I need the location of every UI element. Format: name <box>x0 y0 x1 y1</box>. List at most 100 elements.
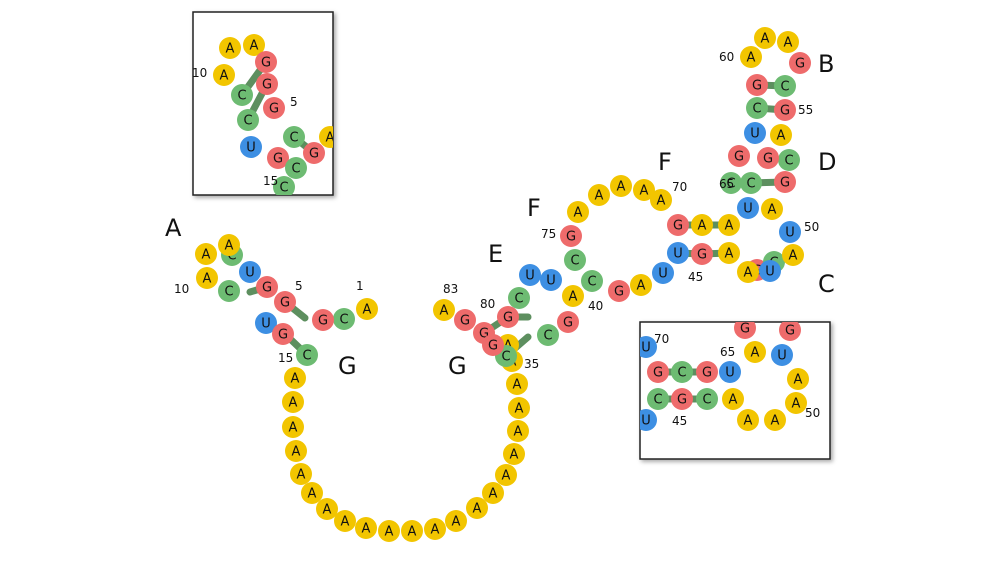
inset-left-nt-1-circle <box>243 34 265 56</box>
nt-hp-19-letter: A <box>789 249 798 264</box>
nt-hp-18-circle <box>779 221 801 243</box>
nt-5p-7-circle <box>196 267 218 289</box>
inset-right-nt-1-letter: G <box>653 366 663 381</box>
nt-polyA-5-circle <box>301 482 323 504</box>
nt-5p-8-circle <box>195 243 217 265</box>
inset-right-nt-0-letter: U <box>641 341 651 356</box>
inset-right-nt-6-circle <box>671 388 693 410</box>
nt-3p-2-circle <box>454 309 476 331</box>
pos-label-40: 40 <box>588 299 603 313</box>
nt-up-7: U <box>652 262 674 284</box>
nt-up-12-circle <box>667 214 689 236</box>
nt-hp-10-letter: G <box>795 57 805 72</box>
nt-3p-2-letter: G <box>460 314 470 329</box>
nt-up-14: A <box>691 214 713 236</box>
nt-polyA-3: A <box>285 440 307 462</box>
inset-right-nt-10-letter: G <box>740 322 750 337</box>
nt-up-14-circle <box>691 214 713 236</box>
pos-label-50: 50 <box>804 220 819 234</box>
nt-hp-9-circle <box>777 31 799 53</box>
nt-up-4-circle <box>610 175 632 197</box>
inset-right-nt-15: A <box>737 409 759 431</box>
nt-up-11-circle <box>667 242 689 264</box>
inset-left-nt-12: C <box>285 157 307 179</box>
nt-up-9-letter: G <box>614 285 624 300</box>
nt-up-3-letter: A <box>595 189 604 204</box>
nt-up-5-letter: A <box>640 184 649 199</box>
inset-left-nt-8-circle <box>240 136 262 158</box>
nt-3p-5-letter: C <box>514 292 523 307</box>
nt-up-1: C <box>564 249 586 271</box>
nt-polyA-7: A <box>334 510 356 532</box>
inset-right-nt-2-circle <box>671 361 693 383</box>
nt-polyA-18: A <box>508 397 530 419</box>
nt-polyA-10-circle <box>401 520 423 542</box>
nt-polyA-9-letter: A <box>385 525 394 540</box>
inset-right-nt-16: A <box>744 341 766 363</box>
nt-hp-14-letter: U <box>750 127 760 142</box>
nt-hp-12: C <box>778 149 800 171</box>
inset-left-nt-3-letter: G <box>261 56 271 71</box>
nt-hp-1-circle <box>737 197 759 219</box>
nt-5p-9-letter: A <box>225 239 234 254</box>
nt-up-9-circle <box>608 280 630 302</box>
pos-label-45: 45 <box>688 270 703 284</box>
inset-right-nt-1-circle <box>647 361 669 383</box>
pos-label-1: 1 <box>356 279 364 293</box>
nt-5p-11-circle <box>255 312 277 334</box>
nt-up-13: G <box>691 243 713 265</box>
nt-polyA-1-circle <box>282 391 304 413</box>
nt-polyA-6: A <box>316 498 338 520</box>
inset-left-nt-2: A <box>213 64 235 86</box>
nt-up-7-circle <box>652 262 674 284</box>
region-label-G-left: G <box>338 352 357 380</box>
inset-left-nt-7-circle <box>237 109 259 131</box>
nt-hp-14-circle <box>744 122 766 144</box>
nt-3p-4-circle <box>497 306 519 328</box>
nt-3p-7-circle <box>540 269 562 291</box>
inset-left-nt-7: C <box>237 109 259 131</box>
nt-3p-10-letter: G <box>488 339 498 354</box>
nt-up-10-circle <box>581 270 603 292</box>
inset-right-nt-7: U <box>640 409 657 431</box>
nt-up-2-circle <box>567 201 589 223</box>
nt-5p-4: G <box>256 276 278 298</box>
inset-right-nt-13-circle <box>785 392 807 414</box>
nt-hp-13: G <box>774 171 796 193</box>
region-label-F-upper: F <box>658 148 672 176</box>
nt-up-6-letter: A <box>657 194 666 209</box>
nt-3p-6: U <box>519 264 541 286</box>
nt-hp-12-letter: C <box>784 154 793 169</box>
nt-polyA-8-circle <box>355 517 377 539</box>
nt-up-13-letter: G <box>697 248 707 263</box>
nt-5p-6-letter: C <box>227 249 236 264</box>
inset-right-nt-8-letter: C <box>702 393 711 408</box>
pos-label-5: 5 <box>295 279 303 293</box>
inset-left-nt-12-letter: C <box>291 162 300 177</box>
region-label-F-left: F <box>527 194 541 222</box>
nt-up-9: G <box>608 280 630 302</box>
inset-left-nt-10-letter: G <box>309 147 319 162</box>
nt-5p-12: G <box>272 323 294 345</box>
nt-hp-2: G <box>746 74 768 96</box>
nt-polyA-4: A <box>290 463 312 485</box>
nt-hp-3: C <box>746 97 768 119</box>
region-label-A: A <box>165 214 182 242</box>
nt-up-14-letter: A <box>698 219 707 234</box>
nt-hp-10: G <box>789 52 811 74</box>
nt-5p-10: C <box>218 280 240 302</box>
nt-hp-17: A <box>761 198 783 220</box>
inset-right-nt-0: U <box>640 336 657 358</box>
inset-right-nt-3-letter: U <box>725 366 735 381</box>
region-label-E: E <box>488 240 503 268</box>
inset-right-nt-4-letter: G <box>702 366 712 381</box>
nt-up-5-circle <box>633 179 655 201</box>
nt-hp-8-circle <box>754 27 776 49</box>
nt-hp-20-circle <box>759 260 781 282</box>
region-label-G-right: G <box>448 352 467 380</box>
nt-polyA-5: A <box>301 482 323 504</box>
inset-right-pos-65: 65 <box>720 345 735 359</box>
nt-polyA-14-circle <box>482 482 504 504</box>
nt-up-0: G <box>560 225 582 247</box>
